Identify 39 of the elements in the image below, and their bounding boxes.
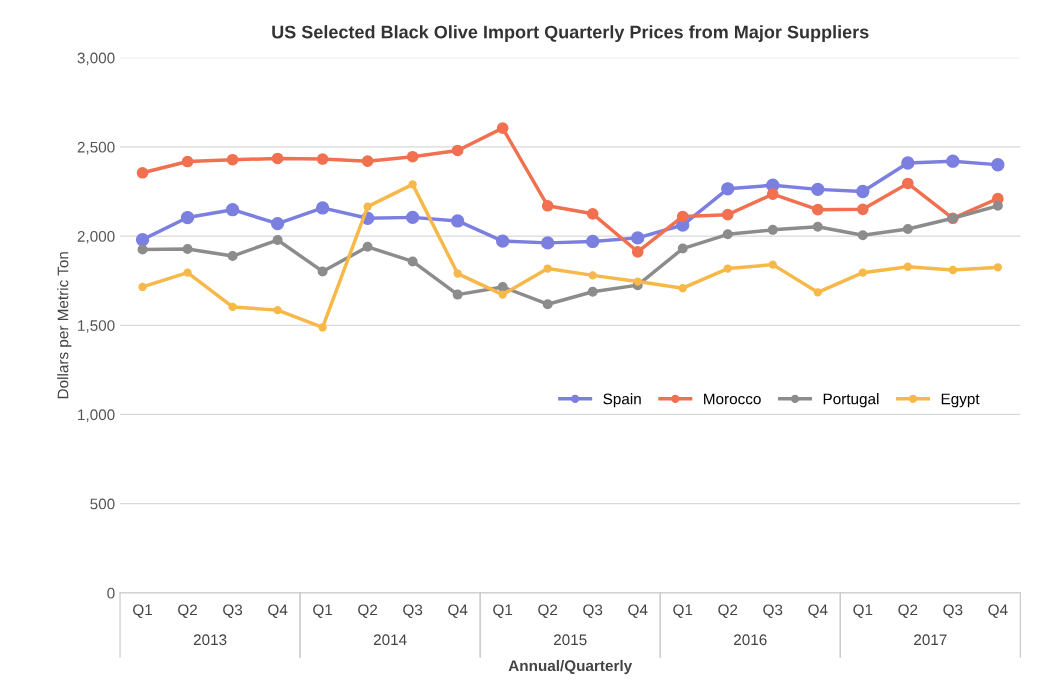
legend-label: Egypt <box>941 393 980 408</box>
y-tick-label: 3,000 <box>77 52 115 66</box>
y-tick-label: 0 <box>107 587 115 599</box>
x-tick-label: Q3 <box>583 604 603 618</box>
x-tick-label: Q2 <box>178 604 197 618</box>
x-tick-label: Q3 <box>943 604 963 618</box>
x-tick-label: Q4 <box>988 604 1008 618</box>
x-tick-label: Q1 <box>493 604 513 618</box>
y-tick-label: 500 <box>90 498 115 510</box>
y-tick-label: 1,000 <box>78 409 115 422</box>
x-tick-label: Q4 <box>808 604 828 618</box>
y-axis-title: Dollars per Metric Ton <box>57 252 72 399</box>
x-tick-label: Q3 <box>223 604 243 618</box>
x-tick-label: Q1 <box>313 604 333 618</box>
x-tick-label: Q1 <box>133 604 152 618</box>
y-tick-label: 2,500 <box>77 141 115 155</box>
x-tick-label: Q2 <box>358 604 378 618</box>
x-tick-label: Q1 <box>853 604 873 618</box>
chart-title: US Selected Black Olive Import Quarterly Prices from Major Suppliers <box>272 25 869 43</box>
x-tick-label: Q4 <box>268 604 288 618</box>
x-tick-label: Q2 <box>898 604 918 618</box>
legend-label: Morocco <box>704 393 761 405</box>
text: 2017 <box>914 634 947 646</box>
x-axis-title: Annual/Quarterly <box>508 659 633 675</box>
y-tick-label: 2,000 <box>77 230 115 244</box>
text: 2016 <box>734 634 767 646</box>
x-tick-label: Q1 <box>673 604 693 618</box>
legend-label: Portugal <box>823 393 879 408</box>
legend-label: Spain <box>603 393 641 408</box>
x-tick-label: Q3 <box>763 604 783 618</box>
x-tick-label: Q4 <box>628 604 648 618</box>
x-tick-label: Q2 <box>538 604 558 618</box>
x-tick-label: Q2 <box>718 604 738 618</box>
x-tick-label: Q3 <box>403 604 423 618</box>
x-tick-label: Q4 <box>448 604 468 618</box>
text: 2014 <box>373 634 407 646</box>
y-tick-label: 1,500 <box>78 320 115 333</box>
text: 2015 <box>553 634 587 646</box>
text: 2013 <box>193 634 227 646</box>
